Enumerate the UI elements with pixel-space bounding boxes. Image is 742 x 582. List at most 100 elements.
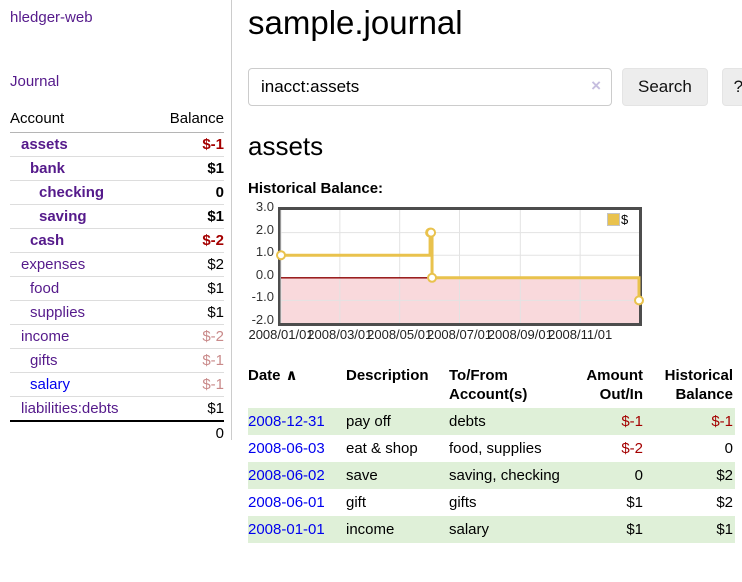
transaction-description: pay off [346, 413, 391, 430]
transaction-accounts: debts [449, 413, 486, 430]
account-link-liabilities-debts[interactable]: liabilities:debts [21, 400, 119, 417]
transaction-row: 2008-12-31 pay off debts $-1 $-1 [248, 408, 735, 435]
account-link-bank[interactable]: bank [30, 160, 66, 177]
transaction-amount: $-1 [621, 413, 643, 430]
sidebar-journal-link[interactable]: Journal [10, 73, 60, 90]
account-link-cash[interactable]: cash [30, 232, 65, 249]
account-link-saving[interactable]: saving [39, 208, 87, 225]
transaction-date-link[interactable]: 2008-06-01 [248, 494, 325, 511]
transaction-date-cell: 2008-01-01 [248, 516, 346, 543]
account-row: liabilities:debts $1 [10, 396, 224, 421]
accounts-table: Account Balance assets $-1 bank $1 checking 0… [10, 107, 224, 445]
account-balance: $1 [152, 156, 224, 181]
page-title: sample.journal [248, 4, 463, 41]
account-row: salary $-1 [10, 372, 224, 397]
y-axis-tick-label: 3.0 [255, 199, 274, 214]
accounts-total-spacer [10, 420, 153, 445]
page: hledger-web Journal Account Balance asse… [0, 0, 742, 543]
transaction-balance: $-1 [711, 413, 733, 430]
transaction-description: income [346, 521, 395, 538]
x-axis-tick-label: 2008/07/01 [426, 327, 493, 342]
account-row: cash $-2 [10, 228, 224, 253]
account-balance: $1 [152, 396, 224, 421]
account-link-gifts[interactable]: gifts [30, 352, 58, 369]
date-header-label: Date [248, 367, 281, 384]
search-input[interactable] [248, 68, 612, 106]
transaction-date-cell: 2008-06-03 [248, 435, 346, 462]
data-point-marker [634, 295, 644, 306]
register-header-row: Date ∧ Description To/From Account(s) Amo… [248, 364, 735, 408]
transaction-accounts: gifts [449, 494, 477, 511]
account-balance: 0 [152, 180, 224, 205]
transaction-date-link[interactable]: 2008-06-03 [248, 440, 325, 457]
transaction-amount: $-2 [621, 440, 643, 457]
account-balance: $1 [152, 204, 224, 229]
transaction-balance: 0 [724, 440, 733, 457]
transaction-date-link[interactable]: 2008-06-02 [248, 467, 325, 484]
y-axis-tick-label: 0.0 [255, 266, 274, 282]
data-point-marker [426, 227, 437, 238]
transaction-accounts: food, supplies [449, 440, 542, 457]
x-axis-tick-label: 2008/11/01 [548, 327, 613, 342]
account-balance: $-1 [202, 136, 224, 153]
accounts-header-account: Account [10, 107, 153, 133]
account-link-income[interactable]: income [21, 328, 70, 345]
x-axis-tick-label: 2008/05/01 [367, 327, 433, 342]
account-balance: $1 [152, 300, 224, 325]
account-balance: $-1 [152, 372, 224, 397]
y-axis-tick-label: -2.0 [251, 312, 274, 327]
search-button[interactable]: Search [622, 68, 708, 106]
account-row: food $1 [10, 276, 224, 301]
account-row: income $-2 [10, 324, 224, 349]
y-axis-tick-label: -1.0 [251, 289, 274, 305]
account-link-supplies[interactable]: supplies [30, 304, 86, 321]
register-header-description: Description [346, 367, 429, 384]
account-link-checking[interactable]: checking [39, 184, 105, 201]
transaction-accounts: salary [449, 521, 490, 538]
legend-swatch-icon [607, 213, 620, 226]
account-row: bank $1 [10, 156, 224, 181]
transaction-date-link[interactable]: 2008-12-31 [248, 413, 325, 430]
transaction-row: 2008-06-02 save saving, checking 0 $2 [248, 462, 735, 489]
data-point-marker [427, 272, 438, 283]
transaction-description: eat & shop [346, 440, 418, 457]
transaction-accounts: saving, checking [449, 467, 560, 484]
transaction-amount: $1 [626, 494, 643, 511]
account-link-assets[interactable]: assets [21, 136, 68, 153]
account-row: saving $1 [10, 204, 224, 229]
account-heading: assets [248, 131, 324, 161]
account-link-food[interactable]: food [30, 280, 60, 297]
transaction-row: 2008-01-01 income salary $1 $1 [248, 516, 735, 543]
help-button[interactable]: ? [721, 68, 742, 106]
transaction-row: 2008-06-03 eat & shop food, supplies $-2 0 [248, 435, 735, 462]
register-header-date[interactable]: Date ∧ [248, 364, 346, 408]
account-balance: $-2 [152, 324, 224, 349]
x-axis-tick-label: 2008/01/01 [248, 327, 314, 342]
legend-label: $ [621, 212, 629, 227]
account-balance: $-1 [152, 348, 224, 373]
transaction-date-cell: 2008-06-01 [248, 489, 346, 516]
transaction-amount: 0 [634, 467, 643, 484]
account-link-expenses[interactable]: expenses [21, 256, 86, 273]
transaction-date-link[interactable]: 2008-01-01 [248, 521, 325, 538]
accounts-total-row: 0 [10, 420, 224, 445]
account-row: gifts $-1 [10, 348, 224, 373]
x-axis-tick-label: 2008/09/01 [487, 327, 553, 342]
register-header-balance: Historical Balance [664, 367, 733, 403]
register-header-amount: Amount Out/In [586, 367, 643, 403]
account-balance: $2 [152, 252, 224, 277]
sort-ascending-icon: ∧ [285, 367, 298, 384]
app-title-link[interactable]: hledger-web [10, 9, 93, 26]
y-axis-tick-label: 2.0 [255, 221, 274, 237]
register-table: Date ∧ Description To/From Account(s) Amo… [248, 364, 735, 543]
transaction-balance: $2 [716, 494, 733, 511]
account-row: assets $-1 [10, 133, 224, 157]
transaction-description: gift [346, 494, 367, 511]
account-link-salary[interactable]: salary [30, 376, 71, 393]
data-point-marker [276, 250, 286, 261]
clear-search-icon[interactable]: × [591, 76, 601, 95]
transaction-date-cell: 2008-12-31 [248, 408, 346, 435]
sidebar: hledger-web Journal Account Balance asse… [0, 0, 232, 445]
search-box: × [248, 68, 612, 106]
accounts-header-balance: Balance [152, 107, 224, 133]
